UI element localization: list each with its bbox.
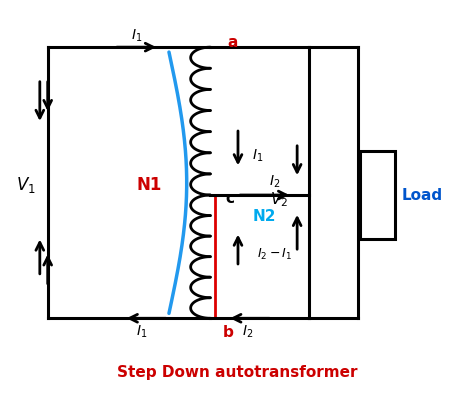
Text: N2: N2 xyxy=(253,209,276,224)
Text: $\it{I}_2$: $\it{I}_2$ xyxy=(242,324,254,340)
Text: $I_1$: $I_1$ xyxy=(131,27,142,43)
Text: b: b xyxy=(223,325,234,340)
Text: c: c xyxy=(226,192,235,207)
Text: $I_2$: $I_2$ xyxy=(269,174,280,190)
Text: $V_1$: $V_1$ xyxy=(16,175,36,195)
Text: $I_1$: $I_1$ xyxy=(136,324,147,340)
Text: $I_2-I_1$: $I_2-I_1$ xyxy=(257,246,292,262)
Text: a: a xyxy=(227,35,237,50)
Text: $V_2$: $V_2$ xyxy=(270,191,289,209)
Text: Load: Load xyxy=(402,188,443,203)
Text: Step Down autotransformer: Step Down autotransformer xyxy=(117,365,357,380)
Text: N1: N1 xyxy=(137,176,162,194)
Bar xyxy=(360,150,395,239)
Text: $I_1$: $I_1$ xyxy=(252,147,264,164)
